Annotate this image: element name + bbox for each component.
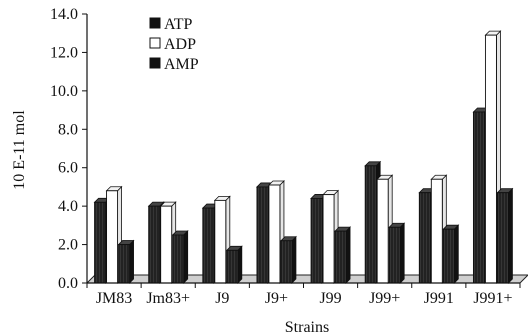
- y-tick-label: 0.0: [58, 275, 78, 292]
- bar-amp-jm83+: [171, 229, 189, 284]
- x-tick-label: Jm83+: [146, 290, 190, 307]
- bar-amp-j99: [334, 226, 352, 284]
- y-tick-label: 14.0: [50, 6, 78, 23]
- legend-label-amp: AMP: [164, 56, 199, 73]
- x-tick-label: J991: [424, 290, 454, 307]
- bar-amp-jm83: [117, 239, 135, 284]
- y-axis-title: 10 E-11 mol: [11, 110, 28, 190]
- y-tick-label: 4.0: [58, 198, 78, 215]
- x-tick-label: J99+: [369, 290, 400, 307]
- bar-amp-j99+: [388, 222, 406, 284]
- y-tick-label: 6.0: [58, 160, 78, 177]
- x-tick-label: J991+: [473, 290, 512, 307]
- legend-label-atp: ATP: [164, 16, 193, 33]
- x-tick-label: J99: [319, 290, 341, 307]
- bar-amp-j991: [442, 224, 460, 284]
- y-axis: 0.0 2.0 4.0 6.0 8.0 10.0 12.0 14.0: [50, 6, 88, 292]
- legend-swatch-amp: [149, 57, 161, 69]
- x-axis: JM83 Jm83+ J9 J9+ J99 J99+ J991 J991+: [86, 282, 521, 307]
- legend-swatch-atp: [149, 17, 161, 29]
- legend-label-adp: ADP: [164, 36, 196, 53]
- x-tick-label: J9: [215, 290, 229, 307]
- bar-amp-j9: [225, 245, 243, 284]
- y-tick-label: 8.0: [58, 121, 78, 138]
- bar-amp-j9+: [279, 235, 297, 284]
- y-tick-label: 10.0: [50, 83, 78, 100]
- y-tick-label: 2.0: [58, 237, 78, 254]
- legend: ATP ADP AMP: [149, 16, 199, 73]
- x-axis-title: Strains: [285, 319, 329, 335]
- bar-amp-j991+: [496, 187, 514, 284]
- legend-swatch-adp: [149, 37, 161, 49]
- bars: [93, 30, 514, 284]
- x-tick-label: JM83: [96, 290, 132, 307]
- y-tick-label: 12.0: [50, 44, 78, 61]
- x-tick-label: J9+: [265, 290, 288, 307]
